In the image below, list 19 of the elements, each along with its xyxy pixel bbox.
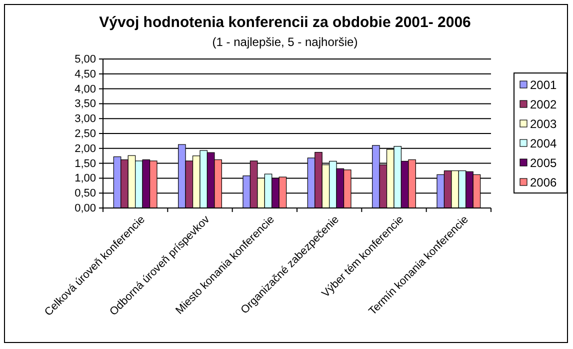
legend-label: 2005	[530, 156, 558, 170]
y-tick-label: 5,00	[74, 54, 96, 66]
y-tick-label: 4,00	[74, 83, 96, 96]
y-tick-label: 2,50	[74, 128, 96, 140]
legend-label: 2003	[530, 117, 558, 131]
chart-title: Vývoj hodnotenia konferencii za obdobie 2001- 2006	[99, 14, 471, 31]
y-tick-label: 1,00	[74, 172, 96, 185]
y-tick-label: 4,50	[74, 68, 96, 80]
y-tick-label: 2,00	[74, 142, 96, 155]
y-tick-label: 3,50	[74, 98, 96, 110]
y-tick-label: 0,00	[74, 202, 96, 215]
chart-subtitle: (1 - najlepšie, 5 - najhoršie)	[212, 35, 358, 49]
legend-label: 2002	[530, 98, 558, 112]
y-tick-label: 0,50	[74, 188, 96, 200]
legend-label: 2004	[530, 136, 558, 150]
y-tick-label: 1,50	[74, 158, 96, 170]
y-tick-label: 3,00	[74, 113, 96, 126]
legend-label: 2006	[530, 176, 558, 190]
legend-label: 2001	[530, 78, 558, 92]
